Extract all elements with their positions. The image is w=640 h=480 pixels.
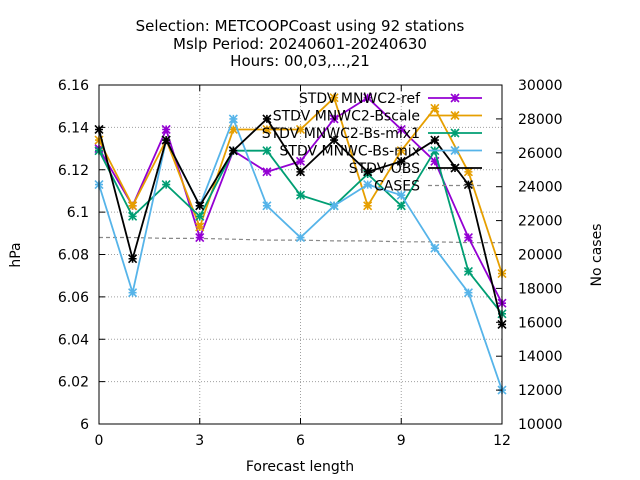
series-point [195, 232, 205, 243]
legend-marker [450, 110, 460, 121]
series-point [262, 201, 272, 211]
series-point [228, 146, 238, 156]
series-point [396, 201, 406, 211]
series-point [329, 201, 339, 211]
series-point [396, 146, 406, 156]
series-point [463, 266, 473, 277]
legend-entry-4: STDV OBS [349, 161, 482, 177]
series-point [161, 180, 171, 190]
legend-entry-2: STDV MNWC2-Bs-mix1 [262, 126, 482, 142]
series-point [463, 180, 473, 190]
series-point [430, 156, 440, 166]
y-tick-label: 6.16 [58, 78, 89, 94]
legend-entry-1: STDV MNWC2-Bscale [273, 109, 482, 125]
y2-tick-label: 14000 [518, 349, 563, 365]
series-point [161, 124, 171, 135]
y2-tick-label: 26000 [518, 146, 563, 162]
series-point [128, 211, 138, 221]
legend-entry-0: STDV MNWC2-ref [299, 91, 482, 107]
series-point [295, 190, 306, 200]
x-tick-label: 9 [397, 433, 406, 449]
y2-tick-label: 24000 [518, 180, 563, 196]
legend-label: STDV MNWC2-Bscale [273, 109, 420, 125]
series-point [195, 201, 205, 211]
legend-entry-5: CASES [374, 179, 482, 195]
series-point [295, 232, 306, 243]
series-point [228, 124, 238, 135]
axis-ticks: 66.026.046.066.086.16.126.146.1610000120… [58, 78, 563, 449]
series-point [430, 103, 440, 113]
series-point [396, 156, 406, 166]
chart-title-line-3: Hours: 00,03,...,21 [230, 52, 370, 70]
series-point [463, 288, 473, 298]
series-point [195, 211, 205, 221]
chart-title-line-2: Mslp Period: 20240601-20240630 [173, 35, 427, 53]
series-point [329, 114, 339, 124]
y2-tick-label: 30000 [518, 78, 563, 94]
series-point [262, 124, 272, 135]
y-tick-label: 6.12 [58, 163, 89, 179]
series-point [363, 201, 373, 211]
x-tick-label: 12 [493, 433, 511, 449]
y2-tick-label: 16000 [518, 315, 563, 331]
y-axis-label: hPa [8, 242, 24, 267]
x-tick-label: 3 [195, 433, 204, 449]
legend-label: CASES [374, 179, 420, 195]
legend-marker [450, 128, 460, 138]
y-tick-label: 6.08 [58, 248, 89, 264]
y2-tick-label: 10000 [518, 417, 563, 433]
legend-marker [450, 163, 460, 173]
y2-tick-label: 18000 [518, 281, 563, 297]
series-point [295, 167, 306, 177]
series-point [430, 135, 440, 145]
series-point [262, 146, 272, 156]
x-tick-label: 6 [296, 433, 305, 449]
legend-entry-3: STDV MNWC-Bs-mix [280, 144, 482, 160]
series-point [363, 180, 373, 190]
y2-tick-label: 20000 [518, 248, 563, 264]
y2-axis-label: No cases [589, 224, 605, 287]
series-point [262, 114, 272, 124]
series-point [228, 114, 238, 124]
y-tick-label: 6.04 [58, 332, 89, 348]
legend-label: STDV MNWC2-ref [299, 91, 421, 107]
x-tick-label: 0 [95, 433, 104, 449]
series-point [396, 190, 406, 200]
x-axis-label: Forecast length [246, 459, 354, 475]
series-point [363, 167, 373, 177]
legend-marker [450, 93, 460, 103]
series-point [128, 254, 138, 264]
series-point [363, 93, 373, 103]
y2-tick-label: 12000 [518, 383, 563, 399]
y-tick-label: 6.06 [58, 290, 89, 306]
y2-tick-label: 22000 [518, 214, 563, 230]
legend-label: STDV MNWC2-Bs-mix1 [262, 126, 420, 142]
legend-label: STDV OBS [349, 161, 420, 177]
series-point [396, 124, 406, 135]
series-point [262, 167, 272, 177]
series-point [329, 93, 339, 103]
series-point [329, 135, 339, 145]
series-point [463, 232, 473, 243]
y2-tick-label: 28000 [518, 112, 563, 128]
series-point [463, 167, 473, 177]
series-point [430, 243, 440, 253]
series-point [128, 201, 138, 211]
y-tick-label: 6.02 [58, 375, 89, 391]
y-tick-label: 6 [80, 417, 89, 433]
legend-label: STDV MNWC-Bs-mix [280, 144, 421, 160]
chart-title-line-1: Selection: METCOOPCoast using 92 station… [136, 17, 465, 35]
series-point [295, 124, 306, 135]
series-point [128, 288, 138, 298]
series-point [195, 222, 205, 232]
series-point [295, 156, 306, 166]
y-tick-label: 6.1 [67, 205, 89, 221]
legend-marker [450, 145, 460, 156]
series-point [161, 135, 171, 145]
y-tick-label: 6.14 [58, 120, 89, 136]
